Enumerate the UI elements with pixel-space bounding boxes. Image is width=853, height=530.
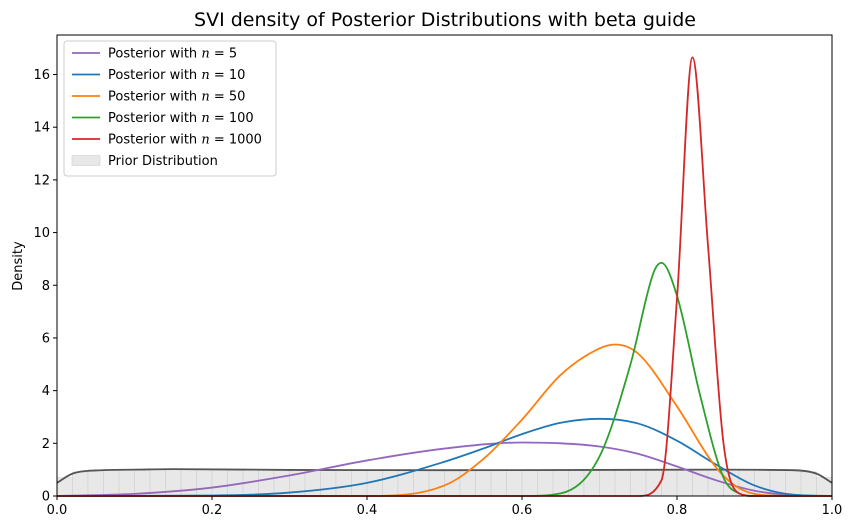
prior-bar — [72, 471, 89, 497]
prior-bar — [258, 469, 275, 497]
x-axis: 0.0 0.2 0.4 0.6 0.8 1.0 — [47, 496, 843, 518]
prior-bar — [196, 469, 213, 497]
legend-label-0: Posterior with n = 5 — [108, 47, 237, 62]
prior-bar — [676, 469, 693, 497]
prior-bar — [335, 469, 352, 497]
plot-frame — [56, 34, 833, 497]
prior-bar — [630, 469, 647, 497]
series-line-1 — [56, 417, 833, 497]
y-tick-label: 16 — [33, 68, 50, 83]
x-tick-label: 0.0 — [47, 503, 68, 518]
prior-bar — [118, 469, 135, 497]
prior-bar — [304, 469, 321, 497]
y-tick-label: 8 — [42, 279, 50, 294]
prior-bar — [180, 469, 197, 497]
y-tick-label: 2 — [42, 437, 50, 452]
legend-label-3: Posterior with n = 100 — [108, 111, 254, 126]
y-axis: 0 2 4 6 8 10 12 14 16 — [33, 68, 57, 505]
x-tick-label: 0.6 — [512, 503, 533, 518]
y-tick-label: 14 — [33, 121, 50, 136]
prior-bar — [320, 469, 337, 497]
x-tick-label: 0.8 — [667, 503, 688, 518]
legend-label-1: Posterior with n = 10 — [108, 68, 245, 83]
prior-bar — [785, 469, 802, 497]
prior-bar — [614, 469, 631, 497]
prior-bar — [134, 469, 151, 497]
y-tick-label: 12 — [33, 173, 50, 188]
y-tick-label: 0 — [42, 490, 50, 505]
y-axis-label: Density — [11, 241, 26, 291]
x-tick-label: 1.0 — [822, 503, 843, 518]
legend-label-4: Posterior with n = 1000 — [108, 133, 262, 148]
x-tick-label: 0.2 — [202, 503, 223, 518]
y-tick-label: 4 — [42, 384, 50, 399]
prior-bar — [475, 469, 492, 497]
legend-label-2: Posterior with n = 50 — [108, 90, 245, 105]
legend-swatch-prior — [71, 155, 101, 166]
legend: Posterior with n = 5 Posterior with n = 1… — [63, 40, 277, 177]
prior-bar — [428, 469, 445, 497]
prior-bar — [599, 469, 616, 497]
prior-bar — [521, 469, 538, 497]
prior-bar — [459, 469, 476, 497]
chart-title: SVI density of Posterior Distributions w… — [194, 9, 696, 31]
prior-bar — [800, 471, 817, 497]
prior-bar — [506, 469, 523, 497]
prior-bar — [87, 469, 104, 497]
x-tick-label: 0.4 — [357, 503, 378, 518]
y-tick-label: 10 — [33, 226, 50, 241]
prior-bar — [490, 469, 507, 497]
prior-bar — [583, 469, 600, 497]
prior-bar — [537, 469, 554, 497]
prior-bar — [103, 469, 120, 497]
prior-bar — [211, 469, 228, 497]
prior-bar — [382, 469, 399, 497]
legend-box — [63, 40, 277, 177]
prior-density-line — [56, 468, 833, 484]
y-tick-label: 6 — [42, 331, 50, 346]
legend-label-prior: Prior Distribution — [108, 154, 218, 169]
prior-bar — [444, 469, 461, 497]
